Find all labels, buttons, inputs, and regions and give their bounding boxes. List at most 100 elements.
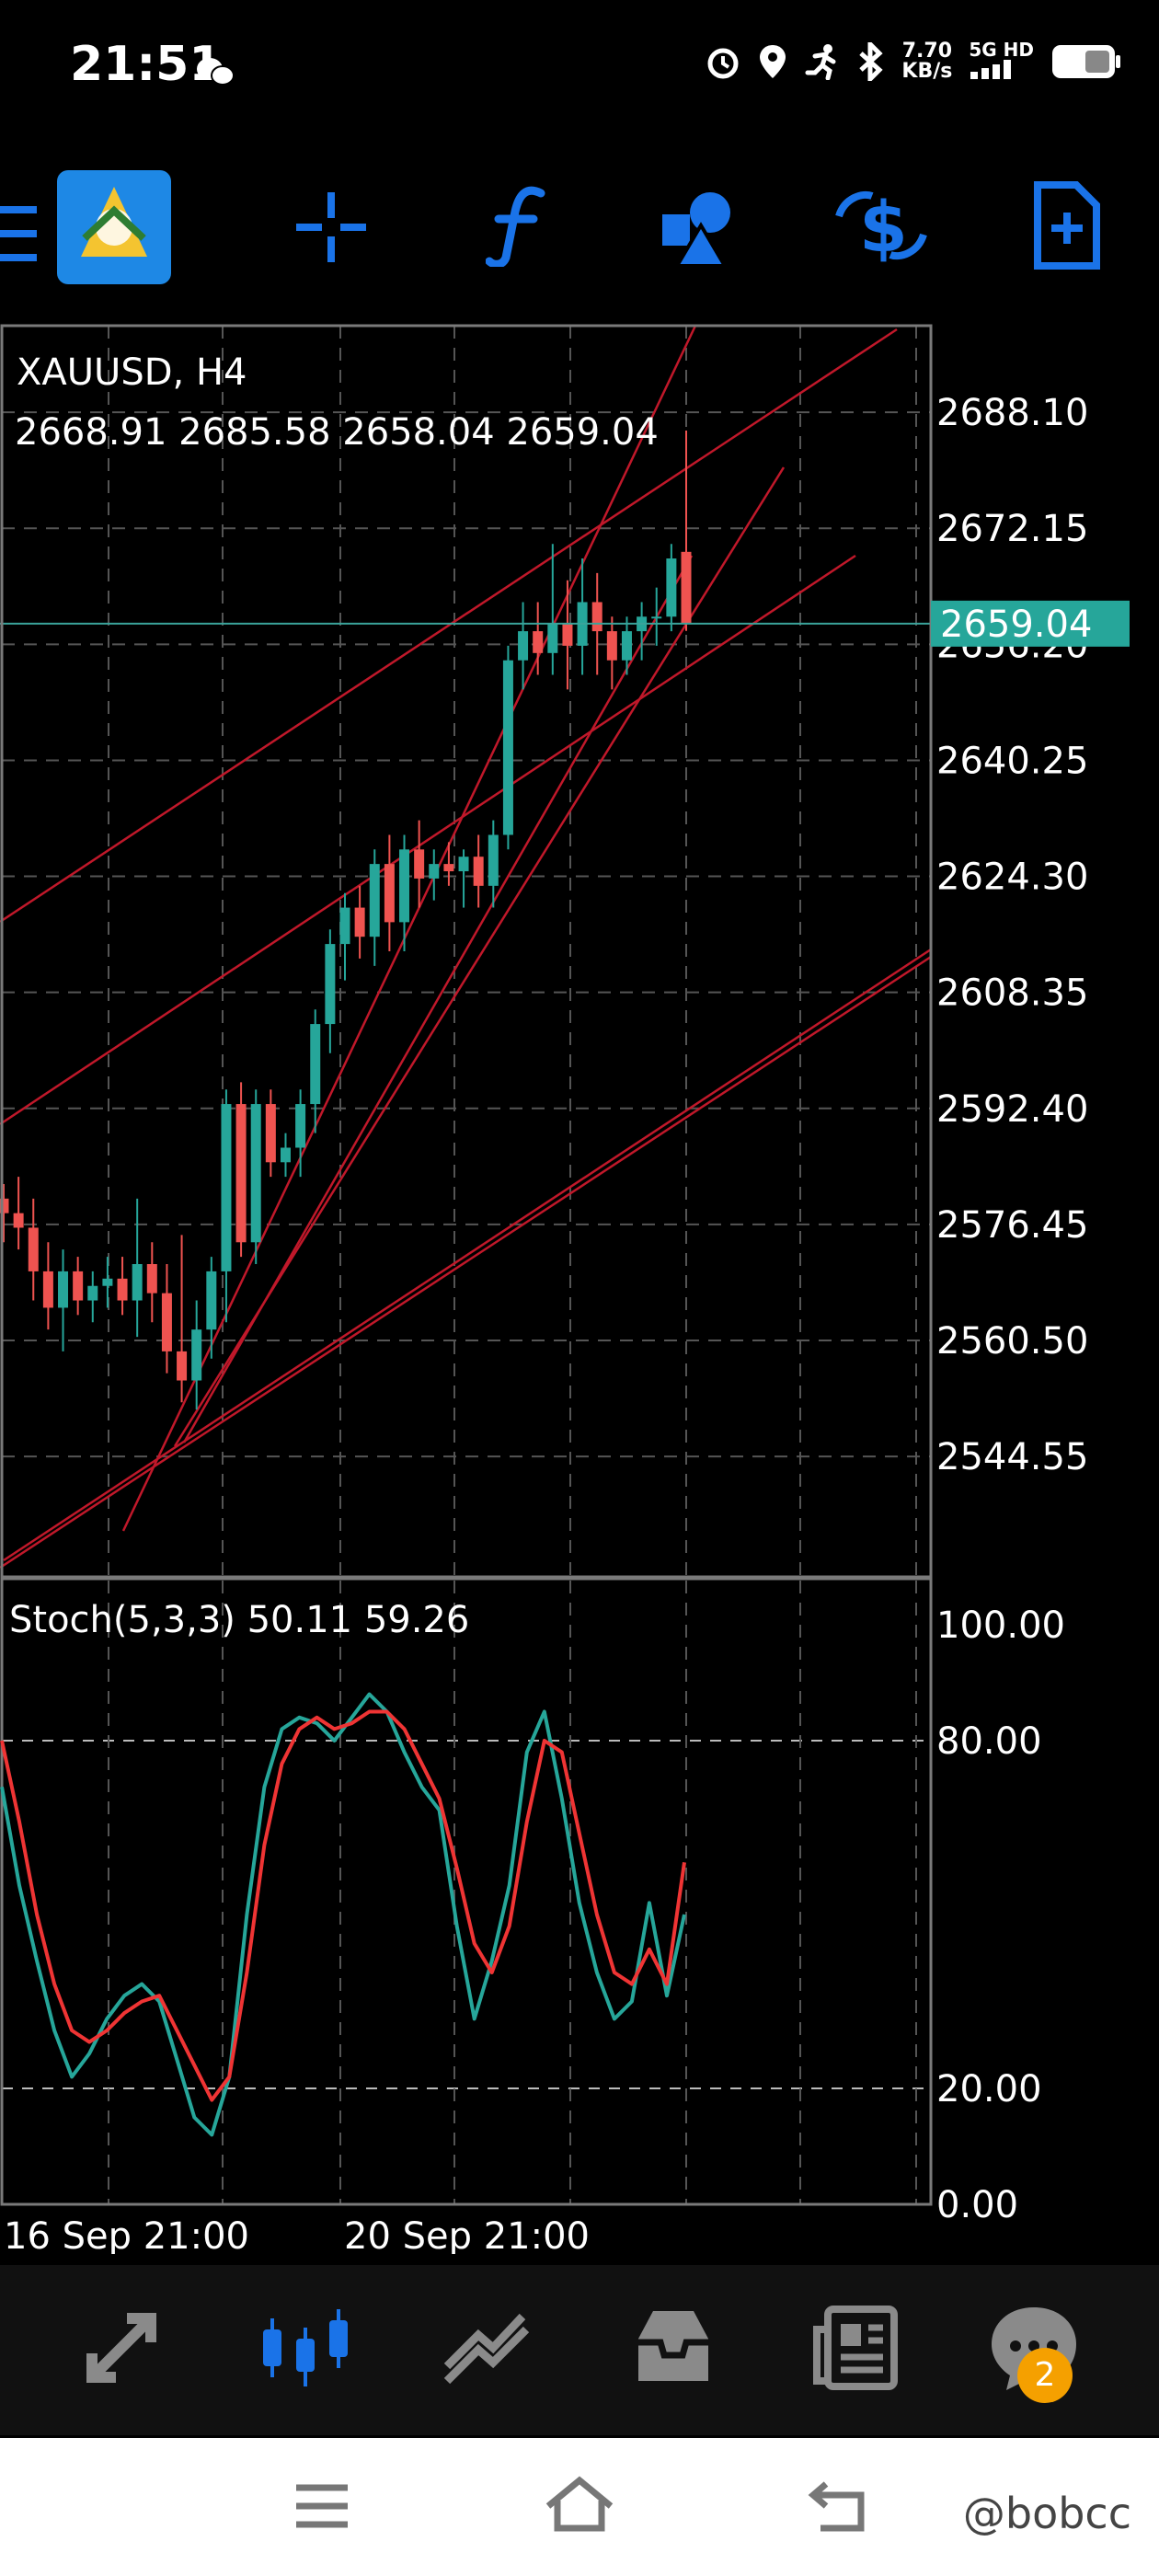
back-nav-icon[interactable]	[808, 2478, 868, 2534]
current-price-tag	[931, 600, 1130, 647]
menu-icon[interactable]	[0, 202, 40, 267]
chart-area[interactable]: XAUUSD, H4 2668.91 2685.58 2658.04 2659.…	[0, 322, 1159, 2254]
trend-line[interactable]	[0, 554, 856, 1126]
candle-body	[666, 558, 677, 617]
location-icon	[760, 44, 786, 78]
network-indicator: 5G HD	[969, 40, 1034, 82]
system-navigation-bar	[0, 2438, 1159, 2576]
candle-body	[384, 864, 395, 923]
net-speed-value: 7.70	[901, 39, 953, 63]
new-order-icon[interactable]	[1032, 179, 1102, 271]
candle-body	[473, 857, 484, 886]
objects-icon[interactable]	[660, 189, 738, 266]
candle-body	[28, 1227, 39, 1271]
candle-body	[562, 624, 573, 646]
status-time: 21:51	[70, 37, 223, 92]
candle-body	[339, 907, 350, 945]
candle-body	[0, 1198, 9, 1213]
bluetooth-icon	[859, 41, 884, 81]
y-tick-label: 100.00	[936, 1604, 1065, 1647]
candle-body	[191, 1329, 202, 1381]
candle-body	[621, 631, 632, 661]
candle-body	[443, 864, 454, 872]
wechat-icon	[197, 58, 235, 86]
y-tick-label: 2576.45	[936, 1204, 1088, 1247]
status-icons: 7.70 KB/s 5G HD	[705, 40, 1122, 82]
history-tab-icon[interactable]	[627, 2302, 719, 2394]
candle-body	[502, 660, 513, 835]
y-tick-label: 80.00	[936, 1720, 1042, 1763]
candle-body	[518, 631, 529, 661]
candle-body	[132, 1264, 143, 1301]
candle-body	[310, 1024, 321, 1105]
signal-icon	[970, 60, 1012, 79]
stochastic-border	[0, 1577, 933, 2206]
candle-body	[265, 1104, 276, 1163]
trade-tab-icon[interactable]	[442, 2302, 534, 2394]
stochastic-panel[interactable]: Stoch(5,3,3) 50.11 59.26 100.00 80.00 20.0…	[0, 1577, 1065, 2226]
net-speed: 7.70 KB/s	[901, 39, 953, 83]
status-bar: 21:51 7.70 KB/s 5G HD	[0, 0, 1159, 147]
candle-body	[280, 1147, 291, 1163]
candle-body	[58, 1271, 69, 1308]
x-tick-label: 20 Sep 21:00	[344, 2215, 590, 2254]
running-icon	[805, 43, 836, 80]
stoch-signal-line	[0, 1709, 686, 2102]
candle-body	[414, 849, 425, 879]
current-price-label: 2659.04	[940, 604, 1092, 646]
candle-body	[250, 1104, 261, 1243]
trend-line[interactable]	[0, 955, 932, 1570]
time-axis: 16 Sep 21:00 20 Sep 21:00	[4, 2215, 590, 2254]
net-speed-unit: KB/s	[901, 59, 953, 83]
y-tick-label: 0.00	[936, 2184, 1018, 2226]
y-tick-label: 2544.55	[936, 1436, 1088, 1478]
candle-body	[221, 1104, 232, 1271]
main-chart[interactable]: XAUUSD, H4 2668.91 2685.58 2658.04 2659.…	[0, 324, 1130, 1579]
trend-line[interactable]	[3, 948, 932, 1562]
trade-icon[interactable]: $	[835, 179, 927, 271]
candle-body	[651, 616, 662, 619]
home-nav-icon[interactable]	[543, 2475, 616, 2534]
trend-line[interactable]	[121, 325, 697, 1532]
chart-toolbar: $	[0, 166, 1159, 304]
candle-body	[146, 1264, 157, 1294]
news-tab-icon[interactable]	[811, 2302, 903, 2394]
candle-body	[325, 944, 336, 1025]
x-tick-label: 16 Sep 21:00	[4, 2215, 249, 2254]
candle-body	[681, 551, 692, 624]
y-tick-label: 20.00	[936, 2068, 1042, 2110]
chart-tab-icon[interactable]	[258, 2302, 353, 2394]
candle-body	[295, 1104, 306, 1148]
main-chart-border	[0, 324, 933, 1579]
candle-body	[177, 1351, 188, 1381]
candle-body	[117, 1278, 128, 1301]
candle-body	[488, 834, 499, 886]
messages-badge: 2	[1017, 2348, 1073, 2403]
network-label: 5G HD	[969, 39, 1034, 61]
crosshair-icon[interactable]	[293, 189, 370, 266]
quotes-tab-icon[interactable]	[75, 2302, 167, 2394]
y-tick-label: 2640.25	[936, 740, 1088, 782]
metatrader-logo[interactable]	[57, 170, 171, 284]
candle-body	[591, 602, 602, 632]
bottom-tab-bar	[0, 2265, 1159, 2435]
trend-line[interactable]	[0, 328, 898, 924]
candle-body	[87, 1285, 98, 1301]
candle-body	[102, 1278, 113, 1286]
candle-body	[161, 1293, 172, 1351]
indicators-icon[interactable]	[486, 184, 550, 267]
y-tick-label: 2688.10	[936, 392, 1088, 434]
y-tick-label: 2560.50	[936, 1320, 1088, 1363]
candle-body	[547, 624, 558, 653]
candle-body	[206, 1271, 217, 1330]
y-tick-label: 2672.15	[936, 508, 1088, 550]
candle-body	[13, 1213, 24, 1228]
candle-body	[42, 1271, 53, 1308]
symbol-label: XAUUSD, H4	[17, 351, 247, 394]
y-tick-label: 2592.40	[936, 1088, 1088, 1131]
y-tick-label: 2624.30	[936, 857, 1088, 899]
candle-body	[399, 849, 410, 923]
menu-nav-icon[interactable]	[293, 2482, 351, 2530]
alarm-icon	[707, 48, 739, 78]
trend-line[interactable]	[182, 555, 694, 1443]
